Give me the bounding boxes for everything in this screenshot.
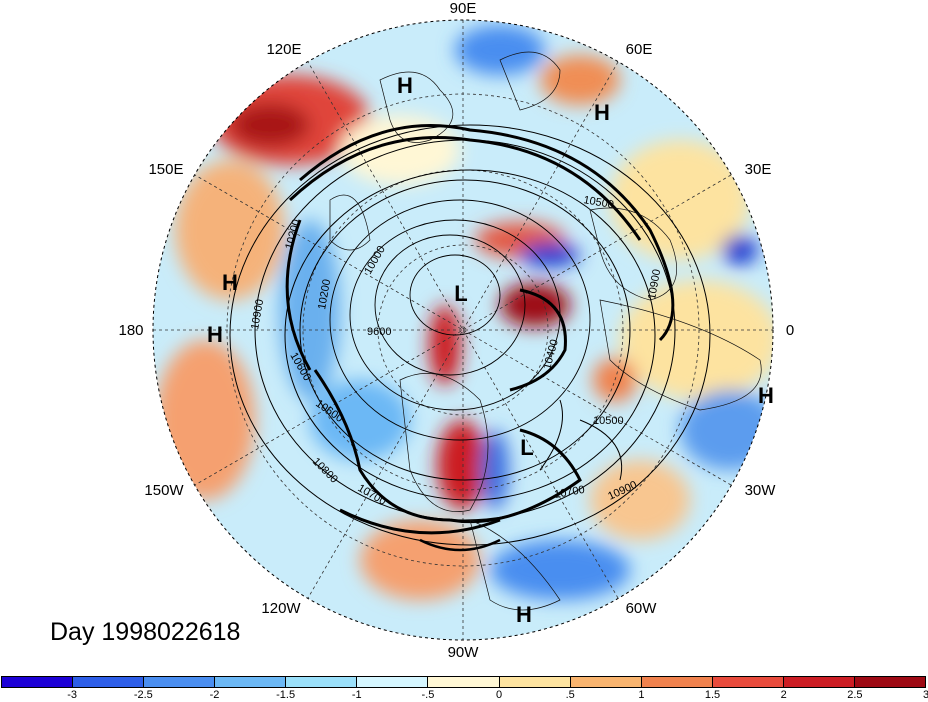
lon-label-120e: 120E xyxy=(266,41,301,58)
map-boundary xyxy=(152,19,774,641)
contour-label: 10700 xyxy=(553,484,585,501)
high-center: H xyxy=(516,602,532,627)
low-center: L xyxy=(520,435,533,460)
colorbar-segment xyxy=(783,677,855,687)
colorbar-tick-label: -2 xyxy=(209,689,220,701)
colorbar-segment xyxy=(144,677,216,687)
height-contours xyxy=(229,124,711,552)
lon-label-0: 0 xyxy=(786,322,794,339)
colorbar-tick-label: 1.5 xyxy=(704,689,721,701)
colorbar-segment xyxy=(215,677,287,687)
colorbar-tick-label: -.5 xyxy=(421,689,435,701)
high-center: H xyxy=(397,73,413,98)
contour-label: 10500 xyxy=(593,415,624,427)
low-center: L xyxy=(454,281,467,306)
colorbar xyxy=(1,676,926,688)
lon-label-90w: 90W xyxy=(448,644,480,661)
lon-label-120w: 120W xyxy=(261,600,301,617)
contour-label: 10500 xyxy=(582,194,614,211)
colorbar-tick-label: .5 xyxy=(565,689,575,701)
colorbar-tick-label: 0 xyxy=(496,689,503,701)
colorbar-tick-label: -1.5 xyxy=(276,689,296,701)
colorbar-segment xyxy=(2,677,74,687)
lon-label-30e: 30E xyxy=(745,161,772,178)
contour-label: 9600 xyxy=(367,326,391,338)
colorbar-tick-label: -1 xyxy=(351,689,362,701)
colorbar-tick-label: -2.5 xyxy=(133,689,153,701)
colorbar-segment xyxy=(641,677,713,687)
date-label: Day 1998022618 xyxy=(50,618,241,646)
colorbar-segment xyxy=(712,677,784,687)
lon-label-90e: 90E xyxy=(450,0,477,17)
lon-label-150e: 150E xyxy=(148,161,183,178)
colorbar-segment xyxy=(357,677,429,687)
colorbar-segment xyxy=(570,677,642,687)
lon-label-150w: 150W xyxy=(144,482,184,499)
colorbar-segment xyxy=(428,677,500,687)
contour-label: 10900 xyxy=(646,268,663,300)
longitude-labels: 90E 60E 30E 0 30W 60W 90W 120W 150W 180 … xyxy=(118,0,794,661)
lon-label-30w: 30W xyxy=(745,482,777,499)
lon-label-180: 180 xyxy=(118,322,143,339)
high-center: H xyxy=(222,270,238,295)
colorbar-segment xyxy=(286,677,358,687)
colorbar-segment xyxy=(499,677,571,687)
lon-label-60e: 60E xyxy=(626,41,653,58)
colorbar-tick-label: 2.5 xyxy=(847,689,863,701)
high-center: H xyxy=(758,383,774,408)
contour-label: 10200 xyxy=(316,278,333,310)
colorbar-segment xyxy=(854,677,926,687)
contour-label: 10900 xyxy=(249,298,266,330)
pressure-centers: H H H H L L H H xyxy=(207,73,774,627)
colorbar-tick-label: 1 xyxy=(638,689,645,701)
lon-label-60w: 60W xyxy=(626,600,658,617)
high-center: H xyxy=(207,322,223,347)
colorbar-tick-label: 3 xyxy=(922,689,928,701)
colorbar-segment xyxy=(73,677,145,687)
colorbar-tick-label: -3 xyxy=(67,689,78,701)
colorbar-tick-label: 2 xyxy=(780,689,787,701)
high-center: H xyxy=(594,100,610,125)
coastlines xyxy=(329,51,762,611)
